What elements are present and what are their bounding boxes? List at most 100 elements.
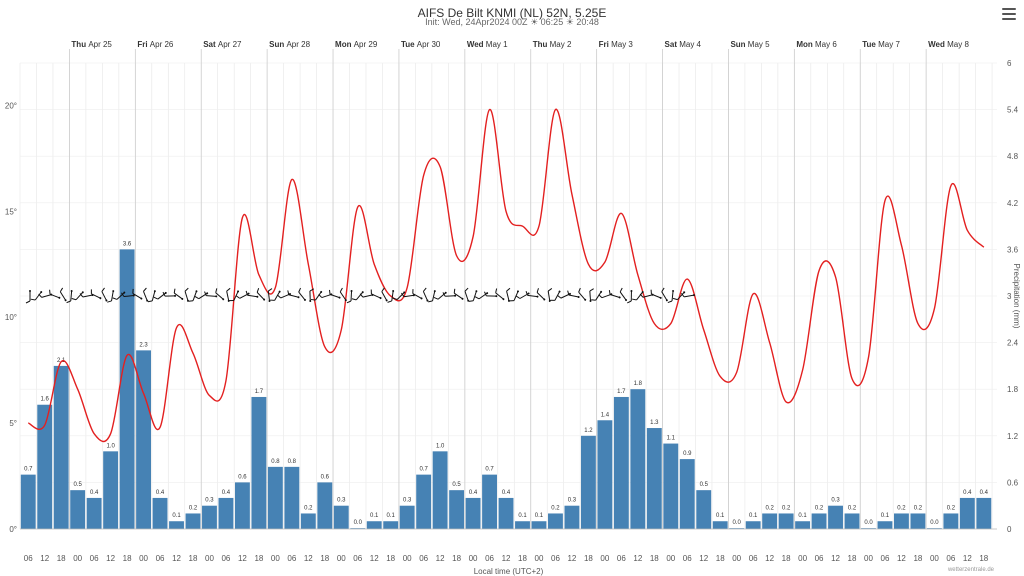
precip-bar-label: 0.1 (518, 513, 527, 519)
wind-barb (59, 287, 67, 302)
day-header-label: Tue Apr 30 (401, 40, 441, 49)
precip-bar-label: 0.4 (980, 490, 989, 496)
x-axis-tick-label: 12 (238, 554, 247, 563)
wind-barb (387, 290, 395, 303)
precip-bar (630, 389, 646, 529)
right-axis-tick-label: 3 (1007, 292, 1012, 301)
wind-barb (310, 290, 323, 301)
precip-bar-label: 0.1 (535, 513, 544, 519)
precip-bar (597, 420, 613, 529)
wind-barb (142, 287, 149, 302)
precip-bar (762, 513, 778, 529)
precip-bar-label: 0.4 (963, 490, 972, 496)
x-axis-tick-label: 18 (320, 554, 329, 563)
x-axis-tick-label: 00 (798, 554, 807, 563)
wind-barb (229, 290, 240, 302)
precip-bar-label: 3.6 (123, 241, 132, 247)
day-header-label: Sun May 5 (730, 40, 770, 49)
wind-barb (567, 290, 580, 299)
wind-barb (509, 290, 519, 302)
menu-line (1002, 8, 1016, 10)
precip-bar (465, 497, 481, 529)
precip-bar-label: 0.3 (568, 498, 577, 504)
precip-bar-label: 0.1 (716, 513, 725, 519)
x-axis-tick-label: 00 (271, 554, 280, 563)
wind-barb (30, 291, 43, 301)
day-of-week: Wed (467, 40, 486, 49)
x-axis-tick-label: 06 (881, 554, 890, 563)
x-axis-tick-label: 00 (139, 554, 148, 563)
chart-subtitle: Init: Wed, 24Apr2024 00Z ☀ 06:25 ☀ 20:48 (0, 17, 1024, 28)
wind-barb (90, 289, 102, 300)
precip-bar (267, 466, 283, 529)
x-axis-tick-label: 18 (57, 554, 66, 563)
x-axis-tick-label: 00 (205, 554, 214, 563)
wind-barb (608, 290, 621, 299)
precip-bar-label: 0.1 (370, 513, 379, 519)
x-axis-tick-label: 18 (386, 554, 395, 563)
x-axis-tick-label: 00 (403, 554, 412, 563)
precip-bar (696, 490, 712, 529)
right-axis-tick-label: 6 (1007, 59, 1012, 68)
precip-bar (795, 521, 811, 529)
day-date: Apr 27 (218, 40, 242, 49)
precip-bar (218, 497, 234, 529)
precip-bar (844, 513, 860, 529)
wind-barb (245, 290, 259, 298)
day-of-week: Mon (796, 40, 815, 49)
precip-bar (515, 521, 530, 529)
day-of-week: Fri (137, 40, 149, 49)
precip-bar-label: 0.2 (815, 505, 824, 511)
menu-line (1002, 13, 1016, 15)
day-header-label: Mon Apr 29 (335, 40, 378, 49)
precip-bar (399, 505, 415, 529)
precip-bar-label: 0.2 (897, 505, 906, 511)
x-axis-tick-label: 18 (189, 554, 198, 563)
menu-hamburger-button[interactable] (1002, 8, 1016, 20)
precip-bar-label: 0.2 (551, 505, 560, 511)
precip-bar (564, 505, 580, 529)
x-axis-tick-label: 00 (864, 554, 873, 563)
precip-bar (432, 451, 448, 529)
wind-barb (25, 290, 31, 304)
x-axis-tick-label: 18 (782, 554, 791, 563)
precip-bar-label: 0.4 (156, 490, 165, 496)
wind-barb (309, 288, 315, 302)
day-of-week: Fri (599, 40, 611, 49)
right-axis-tick-label: 1.2 (1007, 432, 1019, 441)
x-axis-tick-label: 06 (683, 554, 692, 563)
wind-barb (619, 287, 628, 302)
precip-bar-label: 0.5 (73, 482, 82, 488)
precip-bar-label: 0.2 (765, 505, 774, 511)
x-axis-tick-label: 12 (370, 554, 379, 563)
x-axis-tick-label: 18 (123, 554, 132, 563)
precip-bar-label: 0.2 (848, 505, 857, 511)
x-axis-tick-label: 00 (732, 554, 741, 563)
precip-bar-label: 1.7 (617, 389, 626, 395)
precip-bar (613, 396, 629, 529)
precip-bar-label: 0.1 (387, 513, 396, 519)
right-axis-tick-label: 4.2 (1007, 199, 1019, 208)
precip-bar-label: 0.1 (749, 513, 758, 519)
wind-barb (412, 289, 423, 300)
precip-bar-label: 0.3 (337, 498, 346, 504)
x-axis-tick-label: 06 (815, 554, 824, 563)
x-axis-tick-label: 12 (106, 554, 115, 563)
wind-barb (667, 290, 675, 304)
x-axis-tick-label: 12 (765, 554, 774, 563)
right-axis-tick-label: 0 (1007, 525, 1012, 534)
x-axis-tick-label: 12 (502, 554, 511, 563)
x-axis-tick-label: 18 (913, 554, 922, 563)
precip-bar (202, 505, 217, 529)
day-date: May 3 (611, 40, 633, 49)
precip-bar-label: 0.2 (782, 505, 791, 511)
sunrise-time: 06:25 (540, 17, 564, 27)
day-date: Apr 30 (417, 40, 441, 49)
wind-barb (422, 287, 429, 302)
day-of-week: Sun (269, 40, 286, 49)
x-axis-tick-label: 00 (469, 554, 478, 563)
day-date: May 2 (550, 40, 572, 49)
wind-barb (525, 291, 539, 298)
wind-barb (370, 289, 382, 300)
sunrise-icon: ☀ (530, 17, 539, 27)
